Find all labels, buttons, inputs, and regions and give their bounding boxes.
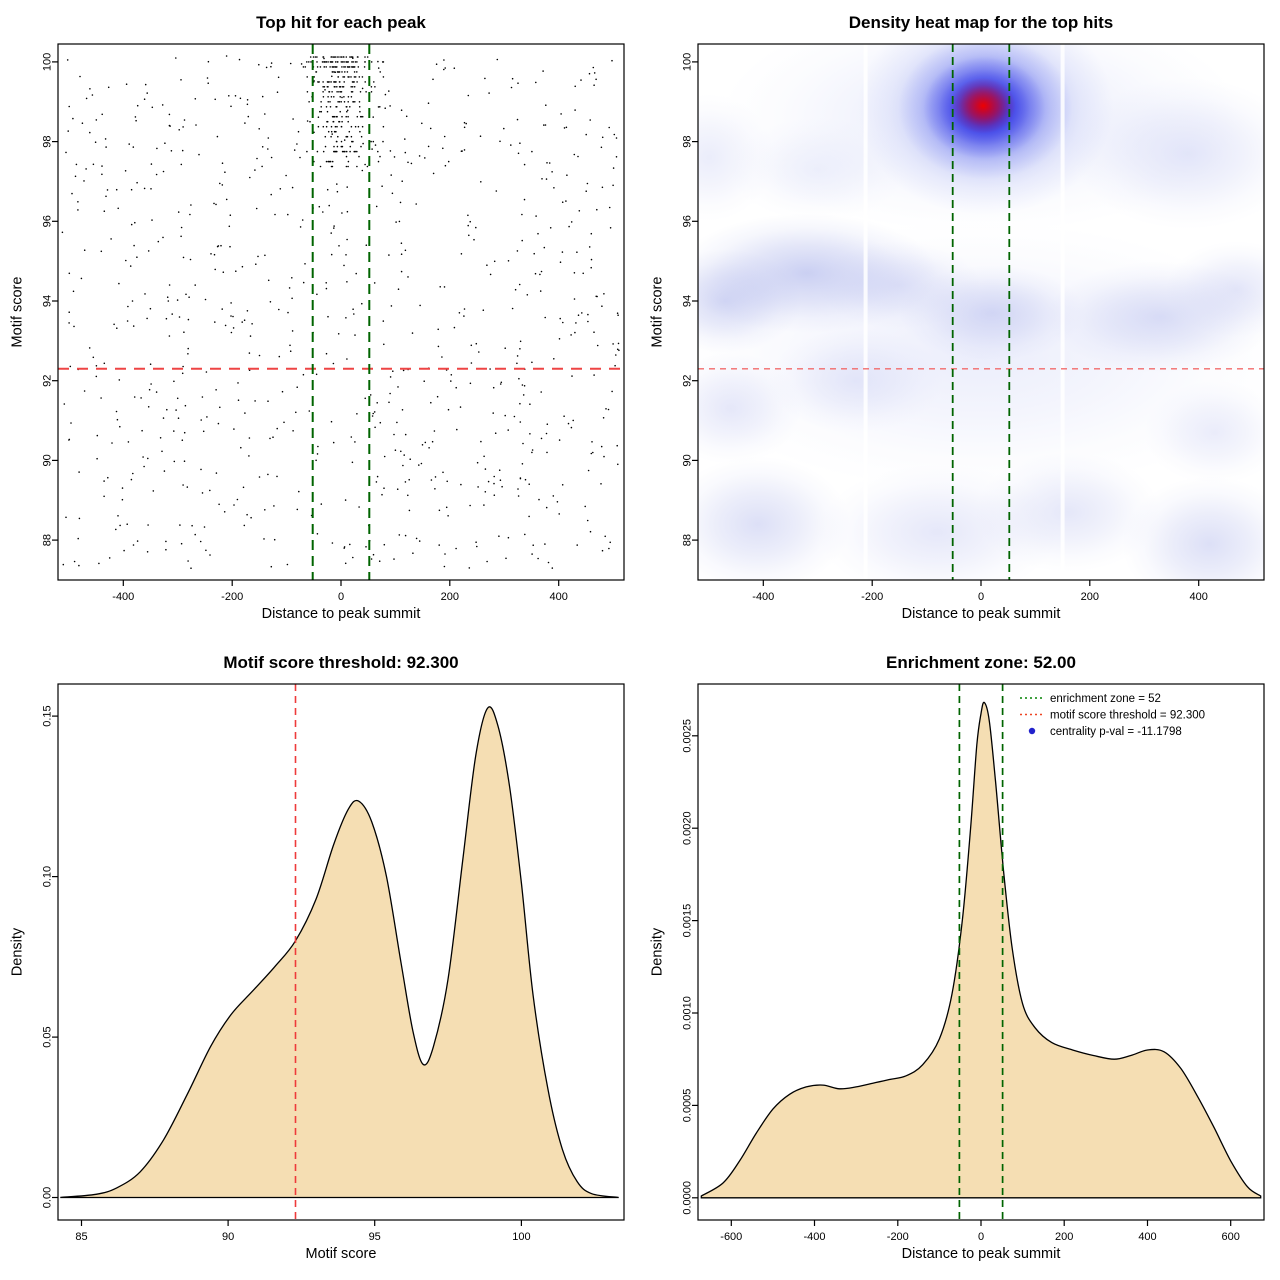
x-tick-label: 600 bbox=[1222, 1231, 1240, 1243]
panel-heatmap-top-hits: Density heat map for the top hits -400 -2… bbox=[640, 0, 1280, 640]
scatter-plot-title: Top hit for each peak bbox=[256, 13, 426, 32]
y-tick-label: 98 bbox=[42, 135, 54, 147]
x-axis: -600 -400 -200 0 200 400 600 Distance to peak s… bbox=[720, 1220, 1240, 1262]
x-tick-label: -600 bbox=[720, 1231, 742, 1243]
y-tick-label: 92 bbox=[42, 375, 54, 387]
y-tick-label: 94 bbox=[682, 295, 694, 307]
legend-item-label: enrichment zone = 52 bbox=[1050, 693, 1161, 705]
y-tick-label: 0.0025 bbox=[682, 719, 694, 753]
density-blob bbox=[1073, 77, 1264, 230]
x-axis: -400 -200 0 200 400 Distance to peak summit bbox=[752, 580, 1208, 622]
panel-enrichment-zone-density: Enrichment zone: 52.00 -600 -400 -200 0 200 4… bbox=[640, 640, 1280, 1280]
density-blob bbox=[1122, 476, 1264, 580]
panel-motif-score-density: Motif score threshold: 92.300 85 90 95 100 M… bbox=[0, 640, 640, 1280]
y-tick-label: 0.05 bbox=[42, 1026, 54, 1047]
density-blob bbox=[950, 77, 1016, 134]
data-layer bbox=[700, 701, 1262, 1199]
y-axis: 88 90 92 94 96 98 100 Motif score bbox=[10, 53, 58, 546]
x-tick-label: 85 bbox=[75, 1231, 87, 1243]
zone-density-plot-svg: -600 -400 -200 0 200 400 600 Distance to peak s… bbox=[650, 683, 1265, 1262]
plot-box bbox=[57, 683, 625, 1221]
scatter-points bbox=[61, 55, 620, 569]
y-tick-label: 88 bbox=[682, 534, 694, 546]
density-area bbox=[700, 701, 1262, 1199]
x-axis: -400 -200 0 200 400 Distance to peak summit bbox=[112, 580, 568, 622]
density-blob bbox=[768, 328, 943, 433]
y-tick-label: 90 bbox=[42, 454, 54, 466]
x-axis-title: Distance to peak summit bbox=[902, 1246, 1061, 1262]
y-axis: 0.00 0.05 0.10 0.15 Density bbox=[10, 705, 58, 1208]
x-tick-label: 200 bbox=[441, 591, 459, 603]
y-tick-label: 0.0005 bbox=[682, 1089, 694, 1123]
density-blob bbox=[975, 452, 1161, 573]
x-tick-label: 0 bbox=[338, 591, 344, 603]
y-axis-title: Motif score bbox=[10, 277, 26, 348]
y-tick-label: 0.10 bbox=[42, 866, 54, 887]
x-tick-label: 400 bbox=[1190, 591, 1208, 603]
data-layer bbox=[60, 706, 619, 1199]
x-tick-label: -400 bbox=[752, 591, 774, 603]
x-tick-label: 200 bbox=[1055, 1231, 1073, 1243]
x-tick-label: 400 bbox=[1138, 1231, 1156, 1243]
density-blob bbox=[698, 456, 851, 580]
y-tick-label: 88 bbox=[42, 534, 54, 546]
density-blob bbox=[698, 352, 802, 465]
data-layer bbox=[698, 44, 1264, 580]
score-density-plot-title: Motif score threshold: 92.300 bbox=[223, 653, 459, 672]
x-axis-title: Distance to peak summit bbox=[262, 606, 421, 622]
legend-point-symbol bbox=[1028, 727, 1036, 735]
x-tick-label: -400 bbox=[803, 1231, 825, 1243]
zone-density-plot-title: Enrichment zone: 52.00 bbox=[886, 653, 1076, 672]
density-blob bbox=[698, 249, 802, 353]
panel-scatter-top-hits: Top hit for each peak -400 -200 0 200 400 Dis… bbox=[0, 0, 640, 640]
heatmap-plot-svg: -400 -200 0 200 400 Distance to peak summit 88… bbox=[650, 43, 1265, 622]
y-tick-label: 0.15 bbox=[42, 705, 54, 726]
y-tick-label: 0.0020 bbox=[682, 811, 694, 845]
density-area bbox=[60, 706, 619, 1199]
y-tick-label: 0.0000 bbox=[682, 1181, 694, 1215]
density-blob bbox=[899, 265, 1085, 361]
y-tick-label: 100 bbox=[682, 53, 694, 71]
y-tick-label: 96 bbox=[682, 215, 694, 227]
x-tick-label: -200 bbox=[887, 1231, 909, 1243]
x-tick-label: 0 bbox=[978, 1231, 984, 1243]
y-tick-label: 0.00 bbox=[42, 1187, 54, 1208]
data-layer bbox=[61, 55, 620, 569]
y-axis-title: Motif score bbox=[650, 277, 666, 348]
x-tick-label: -400 bbox=[112, 591, 134, 603]
heatmap-plot-title: Density heat map for the top hits bbox=[848, 13, 1114, 32]
density-blob bbox=[1144, 380, 1264, 485]
x-axis-title: Distance to peak summit bbox=[902, 606, 1061, 622]
legend: enrichment zone = 52 motif score threshol… bbox=[1020, 693, 1205, 738]
x-tick-label: 200 bbox=[1081, 591, 1099, 603]
y-tick-label: 0.0010 bbox=[682, 996, 694, 1030]
y-axis: 0.0000 0.0005 0.0010 0.0015 0.0020 0.0025 Dens… bbox=[650, 719, 698, 1215]
y-tick-label: 94 bbox=[42, 295, 54, 307]
y-axis-title: Density bbox=[10, 927, 26, 976]
y-tick-label: 0.0015 bbox=[682, 904, 694, 938]
density-blob bbox=[730, 117, 905, 222]
legend-item-label: centrality p-val = -11.1798 bbox=[1050, 726, 1182, 738]
x-axis: 85 90 95 100 Motif score bbox=[75, 1220, 531, 1262]
x-tick-label: -200 bbox=[861, 591, 883, 603]
y-tick-label: 92 bbox=[682, 375, 694, 387]
x-tick-label: -200 bbox=[221, 591, 243, 603]
x-axis-title: Motif score bbox=[306, 1246, 377, 1262]
legend-item-label: motif score threshold = 92.300 bbox=[1050, 710, 1205, 722]
scatter-plot-svg: -400 -200 0 200 400 Distance to peak summit 88… bbox=[10, 43, 625, 622]
y-tick-label: 100 bbox=[42, 53, 54, 71]
y-axis: 88 90 92 94 96 98 100 Motif score bbox=[650, 53, 698, 546]
x-tick-label: 0 bbox=[978, 591, 984, 603]
x-tick-label: 90 bbox=[222, 1231, 234, 1243]
y-tick-label: 98 bbox=[682, 135, 694, 147]
score-density-plot-svg: 85 90 95 100 Motif score 0.00 0.05 0.10 0.15 Dens… bbox=[10, 683, 625, 1262]
x-tick-label: 400 bbox=[550, 591, 568, 603]
y-axis-title: Density bbox=[650, 927, 666, 976]
density-blob bbox=[1166, 241, 1264, 337]
y-tick-label: 96 bbox=[42, 215, 54, 227]
x-tick-label: 95 bbox=[369, 1231, 381, 1243]
y-tick-label: 90 bbox=[682, 454, 694, 466]
x-tick-label: 100 bbox=[512, 1231, 530, 1243]
